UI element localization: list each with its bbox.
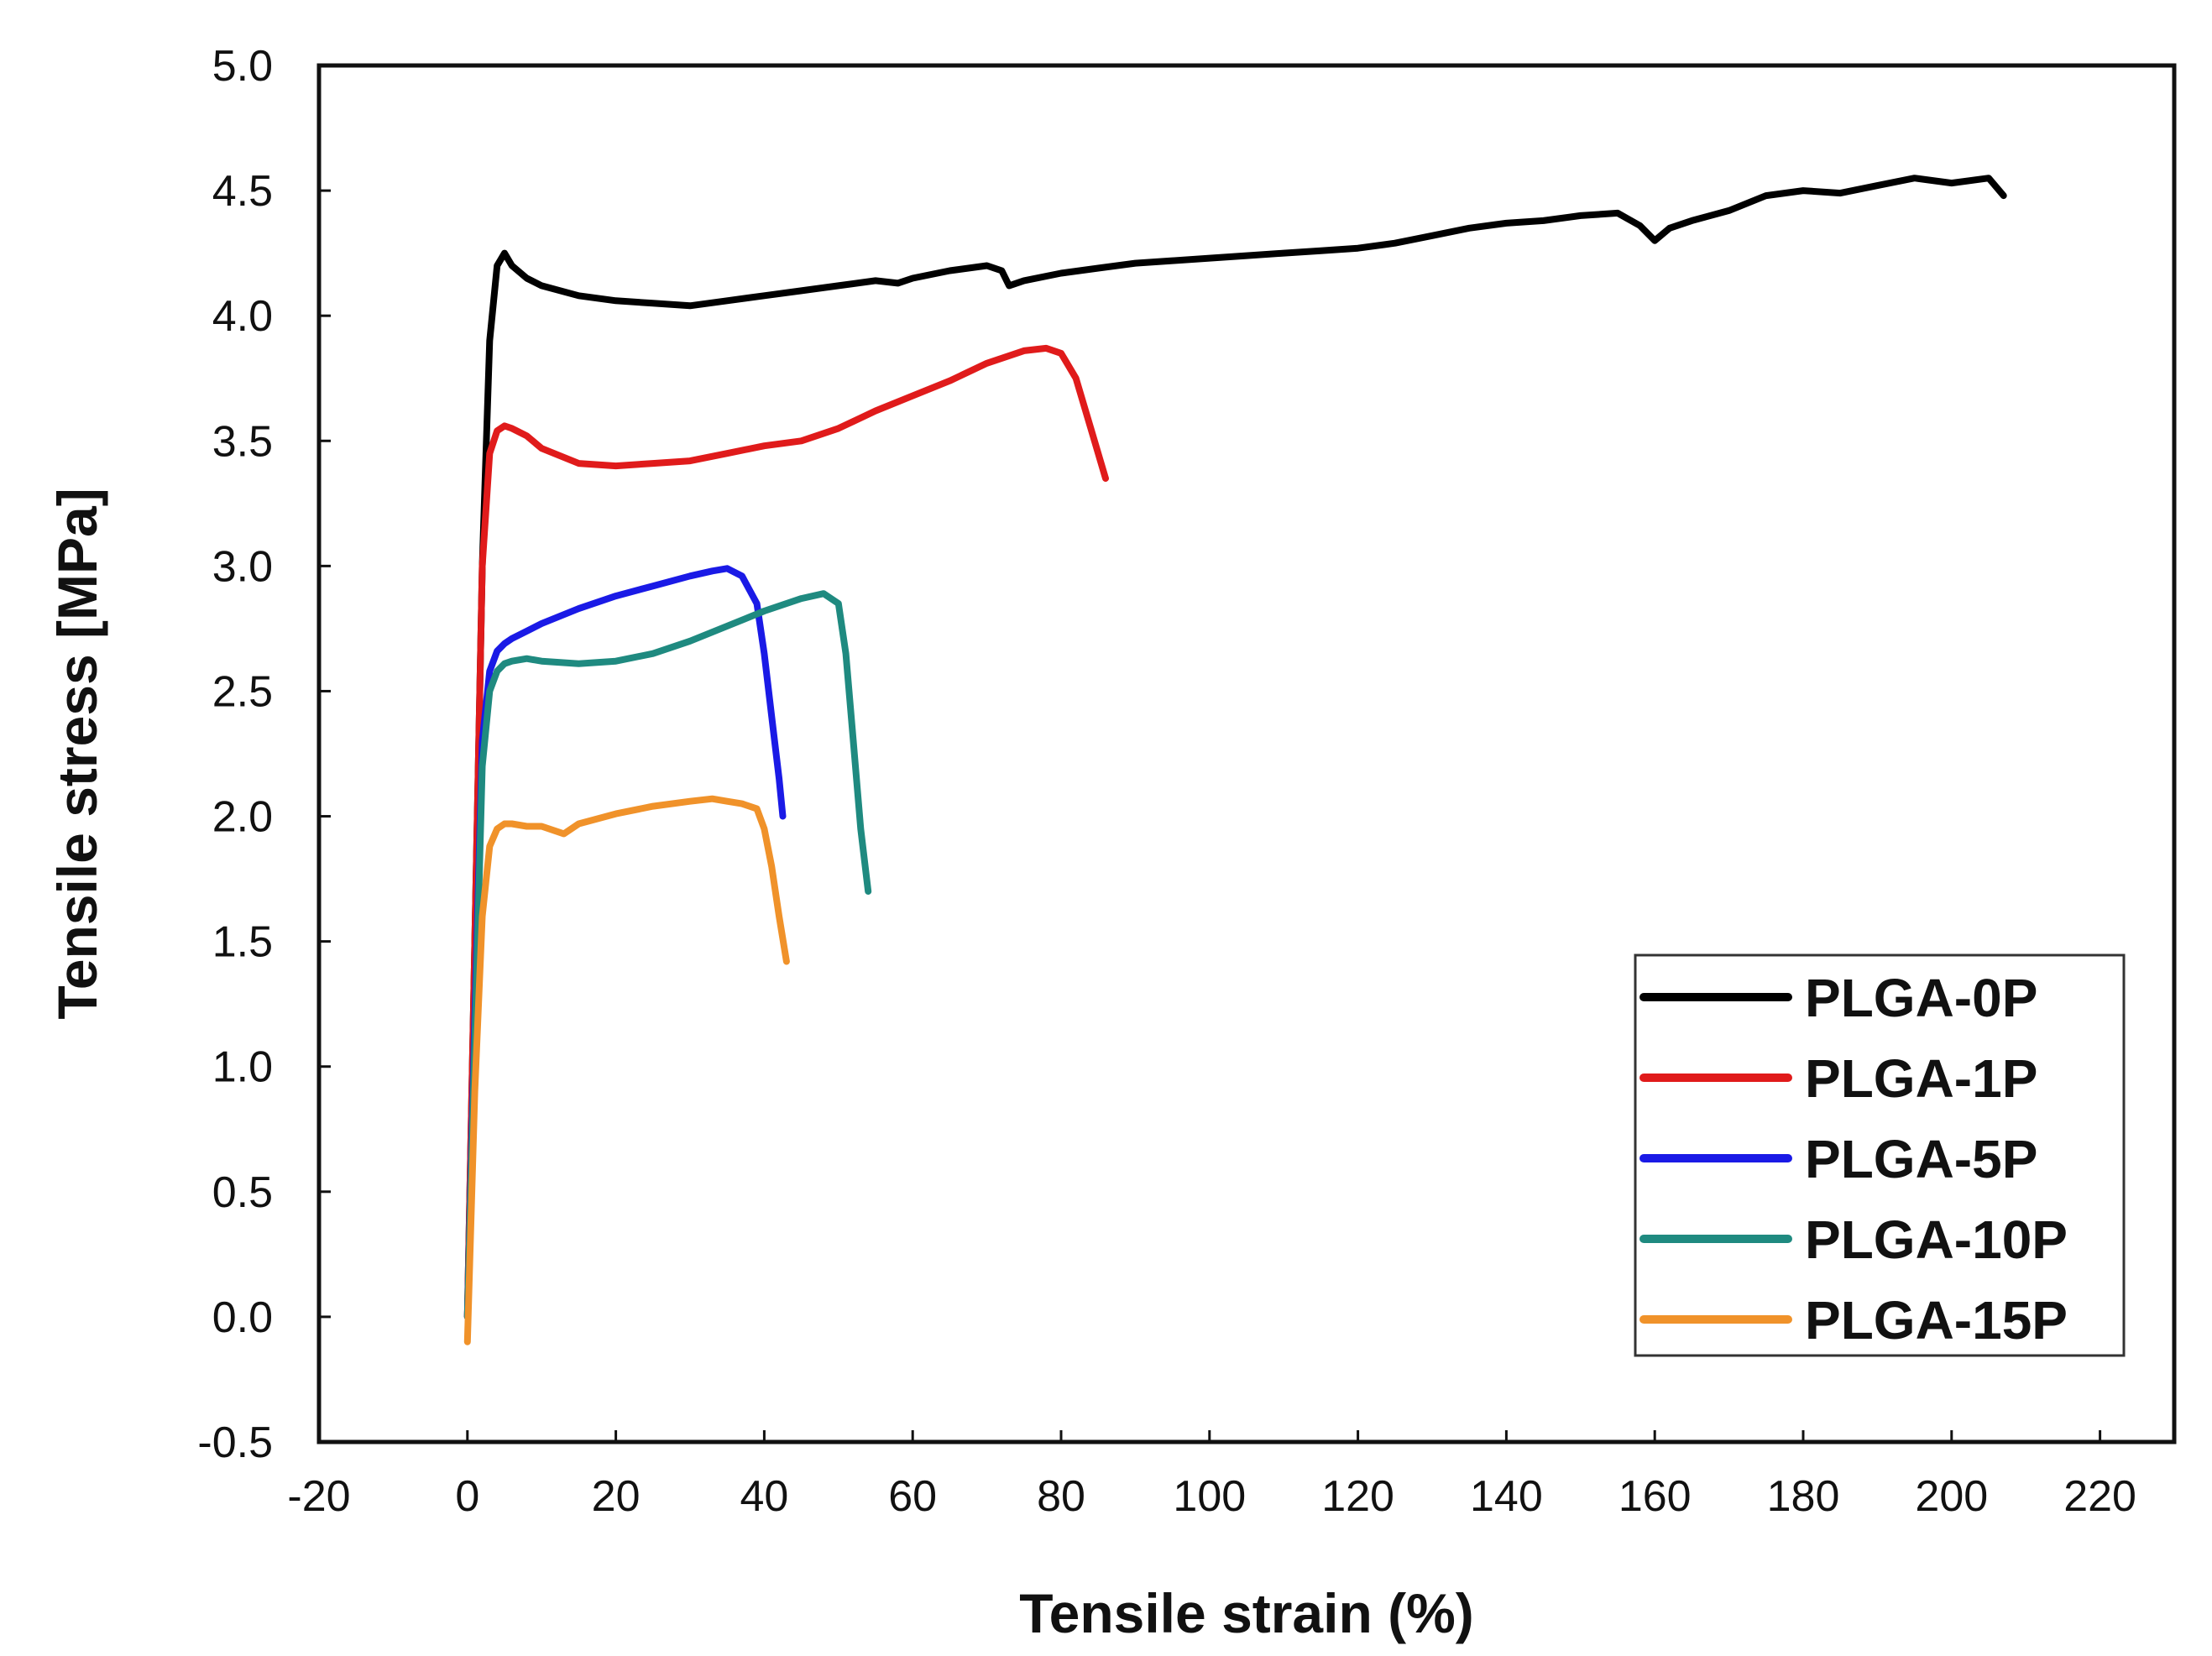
x-tick-label: 0 xyxy=(455,1472,479,1521)
y-tick-label: 1.5 xyxy=(212,918,273,967)
x-axis-title: Tensile strain (%) xyxy=(1019,1582,1474,1644)
y-tick-label: -0.5 xyxy=(197,1418,273,1467)
legend-label-plga-5p: PLGA-5P xyxy=(1805,1129,2037,1189)
y-tick-label: 5.0 xyxy=(212,42,273,91)
legend-label-plga-1p: PLGA-1P xyxy=(1805,1048,2037,1109)
x-tick-label: 40 xyxy=(740,1472,788,1521)
y-tick-label: 0.0 xyxy=(212,1293,273,1342)
x-tick-label: -20 xyxy=(287,1472,350,1521)
y-tick-label: 3.5 xyxy=(212,417,273,466)
y-tick-label: 0.5 xyxy=(212,1168,273,1217)
x-tick-label: 180 xyxy=(1767,1472,1840,1521)
legend: PLGA-0P PLGA-1P PLGA-5P PLGA-10P PLGA-15P xyxy=(1634,953,2126,1357)
y-axis-ticks: -0.5 0.0 0.5 1.0 1.5 2.0 2.5 3.0 3.5 4.0 4.5 5.0 xyxy=(197,42,331,1467)
y-tick-label: 3.0 xyxy=(212,542,273,591)
series-layer xyxy=(463,175,2007,1345)
y-tick-label: 2.0 xyxy=(212,793,273,842)
y-axis-title: Tensile stress [MPa] xyxy=(46,488,108,1019)
series-line-plga-10p xyxy=(463,590,872,1320)
legend-label-plga-10p: PLGA-10P xyxy=(1805,1209,2068,1270)
x-tick-label: 220 xyxy=(2063,1472,2136,1521)
legend-label-plga-0p: PLGA-0P xyxy=(1805,968,2037,1028)
series-line-plga-0p xyxy=(463,175,2007,1320)
x-tick-label: 160 xyxy=(1618,1472,1692,1521)
series-line-plga-1p xyxy=(463,344,1109,1320)
x-tick-label: 20 xyxy=(592,1472,641,1521)
y-tick-label: 4.0 xyxy=(212,292,273,341)
y-tick-label: 1.0 xyxy=(212,1043,273,1092)
y-tick-label: 4.5 xyxy=(212,167,273,216)
series-line-plga-15p xyxy=(463,795,790,1345)
x-tick-label: 100 xyxy=(1173,1472,1246,1521)
x-tick-label: 140 xyxy=(1470,1472,1543,1521)
legend-label-plga-15p: PLGA-15P xyxy=(1805,1290,2068,1350)
x-tick-label: 80 xyxy=(1037,1472,1085,1521)
x-axis-ticks: -20 0 20 40 60 80 100 120 140 160 180 200 220 xyxy=(287,1430,2136,1521)
y-tick-label: 2.5 xyxy=(212,667,273,716)
series-line-plga-5p xyxy=(463,565,787,1320)
x-tick-label: 60 xyxy=(888,1472,937,1521)
x-tick-label: 120 xyxy=(1321,1472,1394,1521)
x-tick-label: 200 xyxy=(1915,1472,1988,1521)
